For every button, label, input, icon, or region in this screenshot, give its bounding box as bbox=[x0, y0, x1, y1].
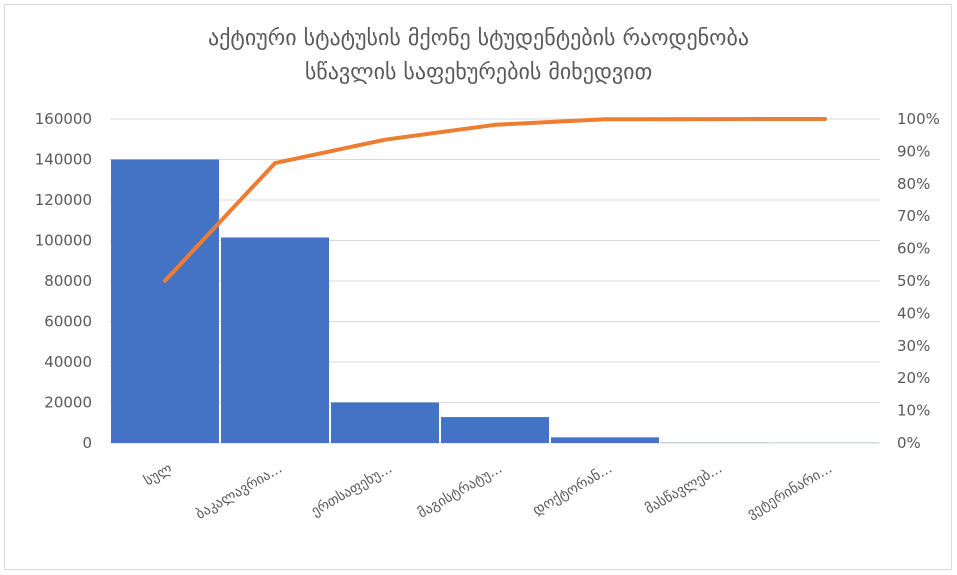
category-label: ბაკალავრია... bbox=[193, 460, 285, 523]
right-tick-label: 70% bbox=[897, 207, 930, 225]
bars bbox=[111, 159, 879, 443]
right-tick-label: 50% bbox=[897, 272, 930, 290]
left-tick-label: 160000 bbox=[35, 110, 92, 128]
left-tick-label: 0 bbox=[82, 434, 92, 452]
bar-4 bbox=[441, 417, 549, 443]
left-axis: 0 20000 40000 60000 80000 100000 120000 140000 1… bbox=[35, 110, 92, 452]
bar-3 bbox=[331, 402, 439, 443]
category-label: მასწავლებ... bbox=[643, 461, 725, 518]
left-tick-label: 140000 bbox=[35, 151, 92, 169]
bar-1 bbox=[111, 159, 219, 443]
category-label: სულ bbox=[141, 461, 175, 490]
left-tick-label: 60000 bbox=[44, 313, 92, 331]
right-tick-label: 10% bbox=[897, 402, 930, 420]
chart-title: აქტიური სტატუსის მქონე სტუდენტების რაოდე… bbox=[0, 22, 957, 90]
left-tick-label: 120000 bbox=[35, 191, 92, 209]
bar-5 bbox=[551, 437, 659, 443]
category-label: ერთსაფეხუ... bbox=[308, 460, 395, 520]
category-label: ვეტერინარი... bbox=[744, 460, 835, 522]
left-tick-label: 40000 bbox=[44, 353, 92, 371]
chart-title-line-1: აქტიური სტატუსის მქონე სტუდენტების რაოდე… bbox=[207, 26, 750, 51]
right-tick-label: 30% bbox=[897, 337, 930, 355]
right-tick-label: 0% bbox=[897, 434, 921, 452]
left-tick-label: 20000 bbox=[44, 394, 92, 412]
left-tick-label: 80000 bbox=[44, 272, 92, 290]
category-label: მაგისტრატუ... bbox=[415, 460, 505, 522]
right-tick-label: 20% bbox=[897, 369, 930, 387]
left-tick-label: 100000 bbox=[35, 232, 92, 250]
cumulative-line bbox=[163, 117, 827, 283]
right-tick-label: 80% bbox=[897, 175, 930, 193]
right-tick-label: 40% bbox=[897, 304, 930, 322]
right-axis: 0% 10% 20% 30% 40% 50% 60% 70% 80% 90% 100% bbox=[897, 110, 940, 452]
category-axis: სულ ბაკალავრია... ერთსაფეხუ... მაგისტრატუ..… bbox=[141, 460, 835, 523]
right-tick-label: 90% bbox=[897, 142, 930, 160]
right-tick-label: 60% bbox=[897, 240, 930, 258]
cumulative-percent-line bbox=[163, 117, 827, 283]
chart-title-line-2: სწავლის საფეხურების მიხედვით bbox=[304, 60, 653, 85]
right-tick-label: 100% bbox=[897, 110, 940, 128]
bar-2 bbox=[221, 237, 329, 443]
category-label: დოქტორან... bbox=[530, 460, 615, 519]
